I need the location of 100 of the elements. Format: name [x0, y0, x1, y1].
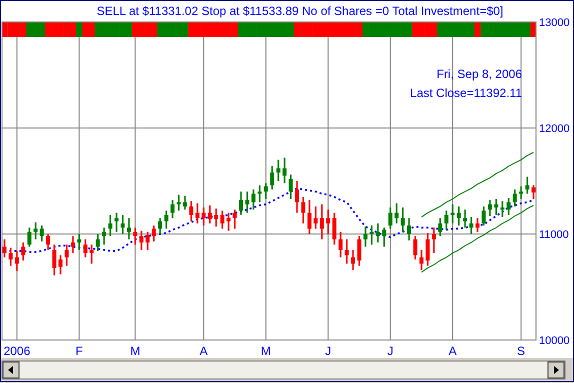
candlestick [64, 244, 69, 267]
candlestick [139, 230, 144, 251]
candlestick [351, 249, 356, 271]
candlestick [21, 242, 26, 262]
candlestick [438, 217, 442, 237]
chart-title: SELL at $11331.02 Stop at $11533.89 No of Shares =0 Total Investment=$0] [96, 4, 504, 18]
candlestick [182, 195, 187, 210]
candlestick [238, 190, 243, 216]
candlestick [108, 214, 112, 237]
candlestick [152, 224, 156, 242]
candlestick [83, 238, 88, 258]
candlestick [320, 204, 324, 240]
candlestick [208, 204, 212, 224]
candlestick [34, 222, 38, 240]
candlestick [382, 226, 386, 248]
x-tick-label: M [260, 344, 271, 358]
candlestick [270, 165, 274, 190]
candlestick [314, 206, 318, 230]
candlestick [463, 208, 468, 228]
candlestick [202, 206, 206, 226]
candlestick [40, 224, 44, 242]
candlestick [488, 199, 492, 217]
candlestick [525, 176, 530, 195]
candlestick [363, 226, 368, 248]
candlestick [70, 235, 75, 254]
candlestick [158, 217, 162, 235]
candlestick [232, 208, 237, 230]
candlestick [370, 224, 374, 246]
candlestick [189, 200, 194, 222]
line-series [420, 152, 534, 218]
x-tick-label: S [517, 344, 526, 358]
candlestick [388, 206, 392, 230]
candlestick [14, 250, 19, 272]
candlestick [512, 188, 517, 208]
candlestick [344, 238, 349, 264]
candlestick [506, 197, 511, 216]
annotation: Fri, Sep 8, 2006 [436, 67, 522, 81]
candlestick [164, 210, 168, 230]
candlestick [338, 231, 343, 258]
candlestick [133, 226, 138, 246]
candlestick [90, 244, 94, 264]
candlestick [170, 199, 175, 219]
x-tick-label: A [200, 344, 208, 358]
candlestick [482, 206, 486, 226]
y-tick-label: 12000 [539, 122, 570, 135]
candlestick [326, 208, 330, 235]
candlestick [8, 246, 13, 267]
y-tick-label: 13000 [539, 16, 570, 29]
candlestick [77, 233, 82, 251]
y-tick-label: 10000 [539, 334, 570, 347]
candlestick [394, 202, 399, 224]
candlestick [276, 159, 280, 182]
candlestick [220, 210, 224, 230]
candlestick [282, 156, 287, 184]
x-tick-label: A [448, 344, 457, 358]
candlestick [532, 184, 536, 200]
candlestick [264, 182, 268, 200]
candlestick [475, 217, 480, 233]
candlestick [214, 208, 218, 228]
candlestick [251, 188, 256, 210]
x-tick-label: M [130, 344, 140, 358]
candlestick [426, 232, 430, 267]
y-tick-label: 11000 [539, 228, 569, 241]
candlestick [46, 233, 50, 251]
annotation: Last Close=11392.11 [410, 86, 522, 100]
candlestick [288, 174, 293, 200]
candlestick [432, 226, 436, 254]
candlestick [519, 186, 524, 200]
candlestick [114, 212, 119, 233]
candlestick [357, 235, 362, 267]
candlestick [407, 217, 412, 242]
candlestick [102, 226, 106, 246]
candlestick [120, 214, 125, 235]
candlestick [27, 226, 32, 248]
candlestick [226, 212, 231, 232]
x-tick-label: J [387, 344, 394, 358]
candlestick [176, 194, 181, 212]
candlestick [400, 206, 405, 233]
candlestick [258, 184, 262, 203]
candlestick [494, 198, 498, 216]
x-tick-label: 2006 [4, 344, 31, 358]
candlestick [419, 249, 424, 271]
candlestick [126, 217, 131, 240]
candlestick [376, 222, 380, 244]
line-series [420, 204, 534, 273]
candlestick [450, 204, 455, 224]
candlestick [195, 202, 200, 224]
candlestick [301, 196, 306, 224]
candlestick [58, 254, 63, 276]
candlestick [307, 199, 312, 235]
candlestick [146, 231, 150, 251]
candlestick [2, 238, 6, 258]
candlestick [500, 200, 504, 218]
candlestick [332, 212, 336, 246]
candlestick [444, 210, 448, 231]
x-tick-label: F [76, 344, 83, 358]
candlestick [456, 206, 461, 226]
x-tick-label: J [325, 344, 332, 358]
candlestick [245, 190, 250, 214]
candlestick [413, 235, 418, 260]
